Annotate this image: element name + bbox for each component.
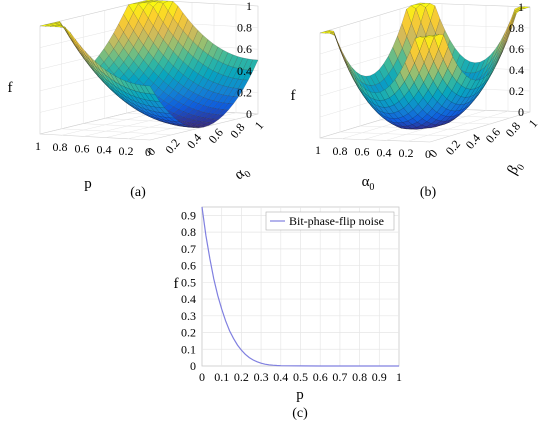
y-tick-label: 0.8 [181, 225, 196, 239]
legend: Bit-phase-flip noise [265, 211, 395, 231]
line-plot-c: 0 0.1 0.2 0.3 0.4 0.5 0.6 0.7 0.8 0.9 100.10.20.30… [174, 206, 402, 421]
grid-line [83, 123, 194, 130]
x-axis-label: α0 [362, 174, 375, 193]
x-axis-label: p [84, 176, 92, 192]
z-tick-label: 0.4 [509, 63, 524, 77]
x-tick-label: 0.6 [355, 145, 370, 159]
x-tick-label: 0.4 [377, 145, 392, 159]
x-tick-label: 0.2 [399, 146, 414, 160]
x-tick-label: 0.1 [214, 370, 229, 384]
surface-patch [424, 35, 435, 38]
x-axis-label: p [296, 387, 304, 403]
y-tick-label: 0.8 [227, 120, 247, 140]
y-tick-label: 0.8 [503, 119, 523, 139]
grid-line [339, 131, 451, 137]
surface-patch [144, 85, 156, 95]
x-tick-label: 0.4 [273, 370, 288, 384]
caption-c: (c) [292, 406, 308, 421]
z-axis-label: f [291, 88, 296, 104]
z-axis-label: f [8, 80, 13, 96]
x-tick-label: 1 [396, 370, 402, 384]
z-tick-label: 0.2 [237, 85, 252, 99]
y-tick-label: 1 [526, 117, 541, 131]
y-tick-label: 0 [190, 359, 196, 373]
z-tick-label: 0 [518, 105, 524, 119]
z-tick-label: 0.2 [509, 84, 524, 98]
x-tick-label: 0.8 [352, 370, 367, 384]
z-tick-label: 0.4 [237, 64, 252, 78]
x-tick-label: 0.2 [234, 370, 249, 384]
x-tick-label: 1 [35, 139, 41, 153]
z-tick-label: 1 [518, 0, 524, 14]
x-tick-label: 0.8 [333, 144, 348, 158]
series-line-bit-phase-flip [201, 206, 399, 367]
x-tick-label: 0.6 [313, 370, 328, 384]
grid-line [407, 110, 509, 142]
y-tick-label: 0.1 [181, 342, 196, 356]
z-tick-label: 0.6 [509, 42, 524, 56]
z-tick-label: 1 [246, 0, 252, 13]
x-tick-label: 0.2 [119, 144, 134, 158]
y-tick-label: 1 [252, 119, 267, 133]
surface-plot-b: 00.20.40.60.811 0.8 0.6 0.4 0.2 00 0.2 0.4 0.6 0.… [291, 0, 541, 200]
x-tick-label: 0 [145, 145, 151, 159]
z-tick-label: 0.8 [509, 21, 524, 35]
y-tick-label: 0.6 [483, 125, 503, 145]
y-tick-label: 0.5 [181, 275, 196, 289]
x-tick-label: 0 [199, 370, 205, 384]
y-tick-label: 0.2 [162, 136, 182, 156]
x-tick-label: 0.8 [53, 140, 68, 154]
z-tick-label: 0.6 [237, 42, 252, 56]
y-axis-label: α0 [231, 163, 253, 186]
x-tick-label: 0.6 [75, 141, 90, 155]
legend-label: Bit-phase-flip noise [289, 214, 384, 228]
x-tick-label: 0 [425, 147, 431, 161]
y-tick-label: 0.9 [181, 208, 196, 222]
y-axis-label: β0 [504, 159, 527, 179]
y-tick-label: 0.6 [181, 259, 196, 273]
y-tick-label: 0.7 [181, 242, 196, 256]
x-tick-label: 1 [315, 143, 321, 157]
z-tick-label: 0.8 [237, 21, 252, 35]
y-tick-label: 0.4 [184, 131, 204, 151]
x-tick-label: 0.4 [97, 143, 112, 157]
z-tick-label: 0 [246, 107, 252, 121]
x-tick-label: 0.3 [254, 370, 269, 384]
y-tick-label: 0.6 [206, 126, 226, 146]
legend-box [265, 211, 395, 231]
y-tick-label: 0.2 [443, 137, 463, 157]
y-tick-label: 0.4 [463, 131, 483, 151]
caption-b: (b) [420, 185, 437, 200]
y-tick-label: 0.2 [181, 326, 196, 340]
y-axis-label: f [174, 276, 179, 292]
y-tick-label: 0.4 [181, 292, 196, 306]
surface-plot-a: 00.20.40.60.811 0.8 0.6 0.4 0.2 00 0.2 0.4 0.6 0.… [8, 0, 267, 200]
y-tick-label: 0.3 [181, 309, 196, 323]
x-tick-label: 0.7 [332, 370, 347, 384]
x-tick-label: 0.5 [293, 370, 308, 384]
grid-line [61, 128, 172, 136]
x-tick-label: 0.9 [372, 370, 387, 384]
caption-a: (a) [130, 185, 146, 200]
